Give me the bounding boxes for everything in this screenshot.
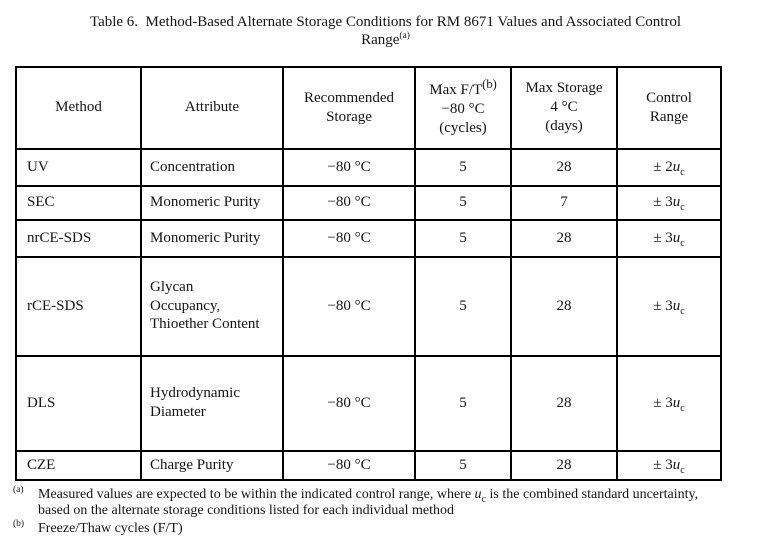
header-line: Max F/T(b) <box>417 77 509 100</box>
table-title-line1: Table 6. Method-Based Alternate Storage … <box>89 14 682 30</box>
control-prefix: ± 3 <box>653 456 673 473</box>
max-ft-cell: 5 <box>414 449 512 481</box>
storage-cell: −80 °C <box>282 218 416 258</box>
method-cell: DLS <box>15 354 142 452</box>
attribute-cell: Concentration <box>140 147 284 187</box>
attribute-cell: Charge Purity <box>140 449 284 481</box>
footnote-a-line2: based on the alternate storage condition… <box>38 502 454 518</box>
uncertainty-symbol: u <box>672 394 681 411</box>
footnote-a: (a) Measured values are expected to be w… <box>0 484 771 519</box>
method-cell: UV <box>15 147 142 187</box>
table-title-line2-text: Range <box>361 32 400 49</box>
table-row-rce-sds: rCE-SDS Glycan Occupancy, Thioether Cont… <box>15 255 722 357</box>
footnote-a-text1: Measured values are expected to be withi… <box>38 486 475 502</box>
footnote-a-line1: Measured values are expected to be withi… <box>38 486 771 505</box>
uncertainty-symbol: u <box>672 297 681 314</box>
storage-cell: −80 °C <box>282 354 416 452</box>
max-ft-cell: 5 <box>414 218 512 258</box>
uncertainty-subscript: c <box>680 464 685 476</box>
storage-conditions-table: Method Attribute Recommended Storage Max… <box>15 65 722 481</box>
max-ft-cell: 5 <box>414 147 512 187</box>
max-storage-cell: 28 <box>510 255 618 357</box>
footnote-b: (b) Freeze/Thaw cycles (F/T) <box>0 518 771 537</box>
table-row-nrce-sds: nrCE-SDS Monomeric Purity −80 °C 5 28 ± … <box>15 218 722 258</box>
control-range-cell: ± 3uc <box>616 184 722 221</box>
table-row-cze: CZE Charge Purity −80 °C 5 28 ± 3uc <box>15 449 722 481</box>
header-line: Range <box>649 108 689 125</box>
uncertainty-subscript: c <box>680 166 685 178</box>
col-header-max-ft: Max F/T(b) −80 °C (cycles) <box>414 65 512 150</box>
method-cell: rCE-SDS <box>15 255 142 357</box>
header-line: Max Storage <box>525 80 603 97</box>
control-prefix: ± 3 <box>653 297 673 314</box>
table-title: Table 6. Method-Based Alternate Storage … <box>0 0 771 50</box>
max-storage-cell: 28 <box>510 449 618 481</box>
attribute-cell: Monomeric Purity <box>140 184 284 221</box>
col-header-control-range: Control Range <box>616 65 722 150</box>
table-row-sec: SEC Monomeric Purity −80 °C 5 7 ± 3uc <box>15 184 722 221</box>
method-cell: CZE <box>15 449 142 481</box>
footnote-b-marker: (b) <box>13 518 25 529</box>
uncertainty-symbol: u <box>672 158 681 175</box>
max-storage-cell: 28 <box>510 354 618 452</box>
table-row-dls: DLS Hydrodynamic Diameter −80 °C 5 28 ± … <box>15 354 722 452</box>
control-range-cell: ± 3uc <box>616 449 722 481</box>
header-line: Storage <box>326 108 372 125</box>
table-row-uv: UV Concentration −80 °C 5 28 ± 2uc <box>15 147 722 187</box>
header-line: −80 °C <box>441 101 485 118</box>
attribute-cell: Monomeric Purity <box>140 218 284 258</box>
storage-cell: −80 °C <box>282 184 416 221</box>
header-max-ft-text: Max F/T <box>429 82 483 99</box>
control-range-cell: ± 2uc <box>616 147 722 187</box>
uncertainty-symbol: u <box>672 456 681 473</box>
uncertainty-subscript: c <box>680 305 685 317</box>
uncertainty-symbol: u <box>672 229 681 246</box>
control-range-cell: ± 3uc <box>616 255 722 357</box>
uncertainty-symbol: u <box>672 194 681 211</box>
control-prefix: ± 3 <box>653 394 673 411</box>
max-storage-cell: 28 <box>510 147 618 187</box>
col-header-max-storage: Max Storage 4 °C (days) <box>510 65 618 150</box>
max-storage-cell: 7 <box>510 184 618 221</box>
footnote-a-text2: is the combined standard uncertainty, <box>486 486 699 502</box>
uncertainty-symbol: u <box>474 486 482 502</box>
col-header-attribute: Attribute <box>140 65 284 150</box>
uncertainty-subscript: c <box>680 237 685 249</box>
attribute-cell: Hydrodynamic Diameter <box>140 354 284 452</box>
header-line: 4 °C <box>550 99 578 116</box>
header-line: Control <box>646 89 692 106</box>
max-ft-cell: 5 <box>414 184 512 221</box>
control-prefix: ± 3 <box>653 229 673 246</box>
max-ft-cell: 5 <box>414 255 512 357</box>
footnotes: (a) Measured values are expected to be w… <box>0 484 771 537</box>
control-range-cell: ± 3uc <box>616 354 722 452</box>
method-cell: nrCE-SDS <box>15 218 142 258</box>
footnote-b-reference: (b) <box>482 77 497 92</box>
storage-cell: −80 °C <box>282 449 416 481</box>
max-ft-cell: 5 <box>414 354 512 452</box>
header-line: Recommended <box>304 89 394 106</box>
footnote-a-reference: (a) <box>399 31 410 42</box>
attribute-cell: Glycan Occupancy, Thioether Content <box>140 255 284 357</box>
uncertainty-subscript: c <box>680 402 685 414</box>
table-title-line2: Range(a) <box>0 31 771 49</box>
footnote-b-text: Freeze/Thaw cycles (F/T) <box>38 520 183 536</box>
storage-cell: −80 °C <box>282 147 416 187</box>
table-header-row: Method Attribute Recommended Storage Max… <box>15 65 722 150</box>
max-storage-cell: 28 <box>510 218 618 258</box>
storage-cell: −80 °C <box>282 255 416 357</box>
header-line: (days) <box>545 117 583 134</box>
col-header-recommended-storage: Recommended Storage <box>282 65 416 150</box>
header-line: (cycles) <box>439 119 487 136</box>
control-prefix: ± 3 <box>653 194 673 211</box>
col-header-method: Method <box>15 65 142 150</box>
method-cell: SEC <box>15 184 142 221</box>
control-range-cell: ± 3uc <box>616 218 722 258</box>
footnote-a-marker: (a) <box>13 484 24 495</box>
control-prefix: ± 2 <box>653 158 673 175</box>
uncertainty-subscript: c <box>481 493 486 505</box>
uncertainty-subscript: c <box>680 202 685 214</box>
